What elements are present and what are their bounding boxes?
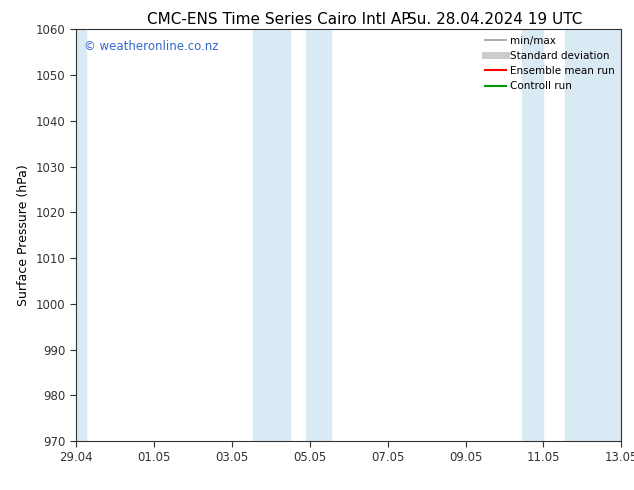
Bar — [253, 29, 290, 441]
Text: Su. 28.04.2024 19 UTC: Su. 28.04.2024 19 UTC — [407, 12, 582, 27]
Legend: min/max, Standard deviation, Ensemble mean run, Controll run: min/max, Standard deviation, Ensemble me… — [482, 32, 618, 95]
Bar — [70, 29, 86, 441]
Y-axis label: Surface Pressure (hPa): Surface Pressure (hPa) — [17, 164, 30, 306]
Text: © weatheronline.co.nz: © weatheronline.co.nz — [84, 40, 219, 53]
Text: CMC-ENS Time Series Cairo Intl AP: CMC-ENS Time Series Cairo Intl AP — [147, 12, 411, 27]
Bar — [306, 29, 331, 441]
Bar — [565, 29, 627, 441]
Bar — [522, 29, 543, 441]
